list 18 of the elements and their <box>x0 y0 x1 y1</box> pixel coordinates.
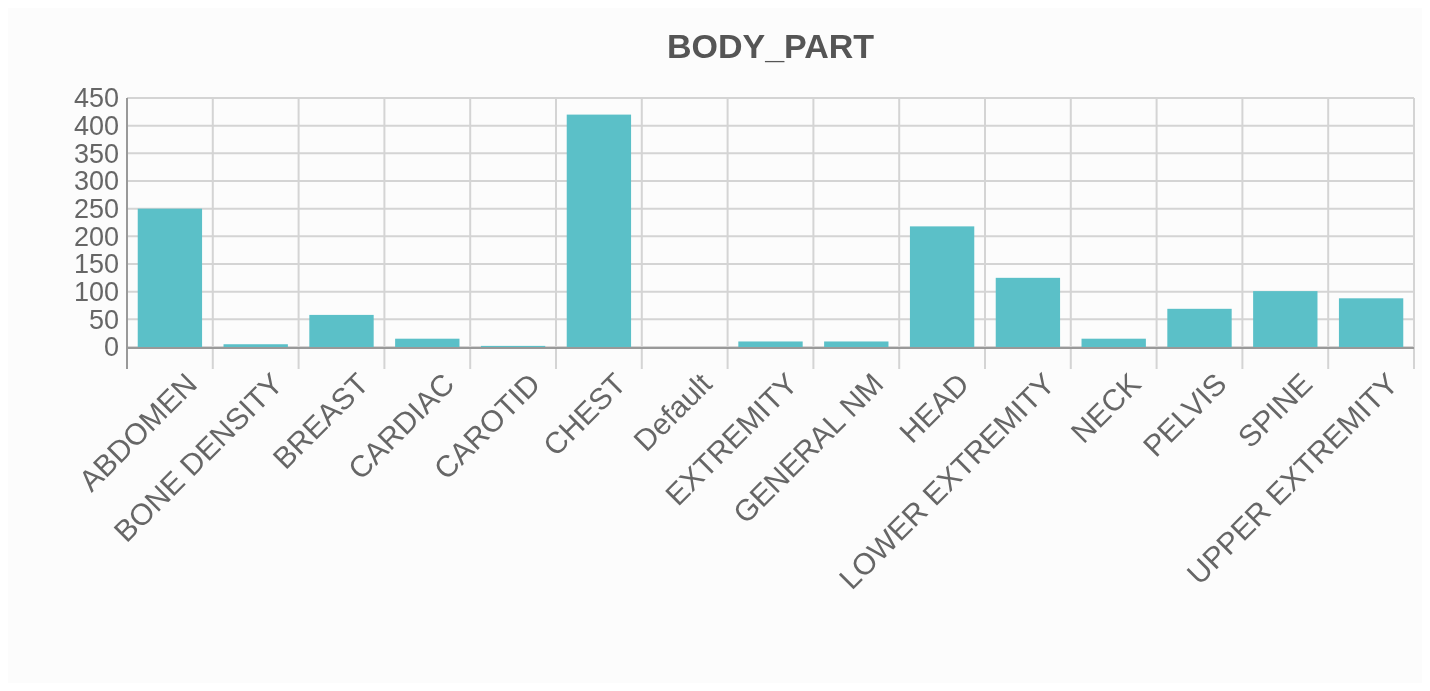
bar <box>309 314 374 347</box>
bar <box>824 341 889 347</box>
y-tick-label: 300 <box>73 166 119 197</box>
bar <box>1081 338 1146 347</box>
bar <box>909 226 975 347</box>
y-tick-label: 0 <box>103 332 119 363</box>
bar <box>1253 291 1318 347</box>
bar <box>223 344 288 347</box>
bar <box>566 114 632 347</box>
bar <box>995 277 1061 347</box>
bar <box>1167 308 1232 347</box>
bar <box>1338 298 1404 347</box>
y-tick-label: 150 <box>73 249 119 280</box>
chart-title: BODY_PART <box>666 27 875 65</box>
bar <box>137 208 203 347</box>
bar <box>395 338 460 347</box>
bar <box>738 341 803 347</box>
y-tick-label: 450 <box>73 83 119 114</box>
